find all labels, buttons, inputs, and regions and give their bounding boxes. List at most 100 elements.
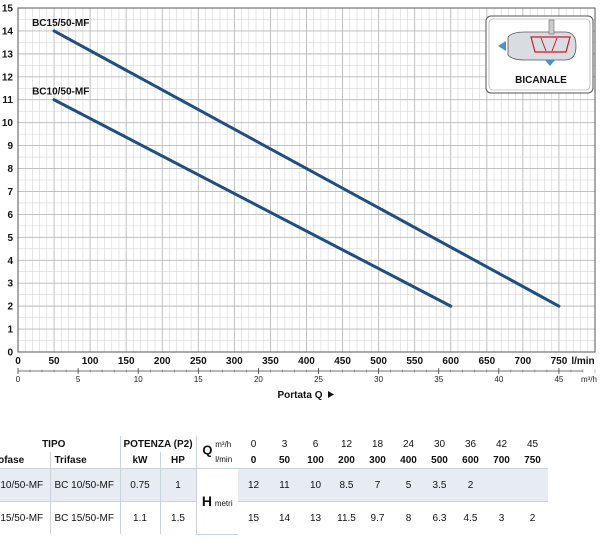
y-tick-label: 5	[7, 233, 13, 244]
inflow-arrow-icon	[545, 60, 555, 66]
q-lmin-9: 750	[524, 454, 541, 466]
x-axis-title: Portata Q	[277, 390, 322, 400]
q-lmin-0: 0	[250, 454, 257, 466]
row1-hp: 1	[160, 468, 197, 502]
hp-header: HP	[160, 452, 197, 469]
potenza-header: POTENZA (P2)	[120, 436, 197, 452]
x-tick-label: 700	[515, 356, 532, 367]
series-label: BC15/50-MF	[32, 18, 89, 29]
row1-mono: n 10/50-MF	[0, 468, 51, 502]
x2-tick-label: 10	[134, 375, 143, 384]
h-unit: metri	[214, 499, 233, 509]
x-tick-label: 250	[190, 356, 207, 367]
y-tick-label: 13	[2, 49, 14, 60]
row1-h-8	[486, 468, 517, 502]
chart-grid	[17, 7, 596, 353]
bicanale-inset: BICANALE	[485, 15, 594, 94]
q-lmin-1: 50	[278, 454, 291, 466]
q-unit-lmin: l/min	[215, 455, 233, 464]
table-row: n 10/50-MF BC 10/50-MF 0.75 1 H metri 12…	[0, 468, 548, 535]
table-header-row-1: TIPO POTENZA (P2) Q m³/h l/min 0 3 6 12 …	[0, 436, 548, 464]
x-tick-label: 500	[370, 356, 387, 367]
x-axis-arrow-icon	[328, 391, 334, 398]
outflow-arrow-icon	[498, 41, 506, 51]
q-m3h-8: 42	[495, 438, 508, 450]
x2-tick-label: 15	[194, 375, 203, 384]
x-tick-label: 450	[334, 356, 351, 367]
q-m3h-7: 36	[464, 438, 477, 450]
series-line-BC15/50-MF	[52, 29, 561, 308]
table-header-row-2: nofase Trifase kW HP 0 50 100 200 300 40…	[0, 452, 548, 469]
q-lmin-6: 500	[431, 454, 448, 466]
y-tick-label: 15	[2, 4, 14, 15]
row2-h-0: 15	[238, 501, 269, 534]
row1-h-1: 11	[269, 468, 300, 502]
impeller-vanes-icon	[540, 37, 558, 52]
y-tick-label: 1	[7, 325, 13, 336]
q-lmin-7: 600	[462, 454, 479, 466]
row2-h-7: 4.5	[455, 501, 486, 534]
x2-tick-label: 35	[434, 375, 443, 384]
h-letter: H	[201, 493, 213, 510]
row2-h-1: 14	[269, 501, 300, 534]
row1-h-6: 3.5	[424, 468, 455, 502]
x-tick-label: 650	[478, 356, 495, 367]
q-lmin-5: 400	[400, 454, 417, 466]
y-tick-label: 10	[2, 118, 14, 129]
y-tick-label: 0	[7, 348, 13, 359]
q-lmin-2: 100	[307, 454, 324, 466]
x-tick-label: 550	[406, 356, 423, 367]
q-m3h-2: 6	[312, 438, 319, 450]
y-tick-label: 2	[7, 302, 13, 313]
monofase-header: nofase	[0, 452, 51, 469]
x2-tick-label: 45	[554, 375, 563, 384]
q-m3h-1: 3	[281, 438, 288, 450]
x2-tick-label: 5	[76, 375, 81, 384]
q-m3h-9: 45	[526, 438, 539, 450]
row1-tri: BC 10/50-MF	[50, 468, 121, 502]
inset-label: BICANALE	[515, 75, 567, 86]
row2-h-2: 13	[300, 501, 331, 534]
q-m3h-3: 12	[340, 438, 353, 450]
y-tick-label: 6	[7, 210, 13, 221]
performance-table: TIPO POTENZA (P2) Q m³/h l/min 0 3 6 12 …	[0, 436, 548, 535]
x-tick-label: 750	[551, 356, 568, 367]
y-tick-label: 9	[7, 141, 13, 152]
x-tick-label: 100	[82, 356, 99, 367]
x-tick-label: 50	[49, 356, 61, 367]
row2-hp: 1.5	[160, 501, 197, 534]
row2-mono: n 15/50-MF	[0, 501, 51, 534]
x2-tick-label: 40	[494, 375, 503, 384]
y-tick-label: 11	[2, 95, 13, 106]
x-tick-label: 350	[262, 356, 279, 367]
tipo-header: TIPO	[0, 436, 121, 452]
x-tick-label: 600	[442, 356, 459, 367]
x-tick-label: 300	[226, 356, 243, 367]
y-tick-label: 3	[7, 279, 13, 290]
row1-h-0: 12	[238, 468, 269, 502]
q-m3h-6: 30	[433, 438, 446, 450]
q-header: Q m³/h l/min	[196, 436, 238, 469]
trifase-header: Trifase	[50, 452, 121, 469]
pump-shaft-icon	[548, 19, 555, 35]
x-tick-label: 400	[298, 356, 315, 367]
q-lmin-4: 300	[369, 454, 386, 466]
row1-h-7: 2	[455, 468, 486, 502]
inset-inner-frame	[488, 18, 591, 91]
chart-series: BC15/50-MF BC10/50-MF	[32, 18, 561, 308]
row2-h-5: 8	[393, 501, 424, 534]
h-header: H metri	[196, 468, 238, 535]
y-tick-label: 8	[7, 164, 13, 175]
y-tick-label: 7	[7, 187, 13, 198]
q-m3h-5: 24	[402, 438, 415, 450]
q-letter: Q	[202, 442, 213, 458]
x2-unit-label: m³/h	[581, 375, 597, 384]
q-lmin-3: 200	[338, 454, 355, 466]
kw-header: kW	[120, 452, 161, 469]
row1-h-5: 5	[393, 468, 424, 502]
plot-frame	[17, 7, 596, 353]
q-unit-m3h: m³/h	[215, 440, 232, 449]
row2-h-6: 6.3	[424, 501, 455, 534]
